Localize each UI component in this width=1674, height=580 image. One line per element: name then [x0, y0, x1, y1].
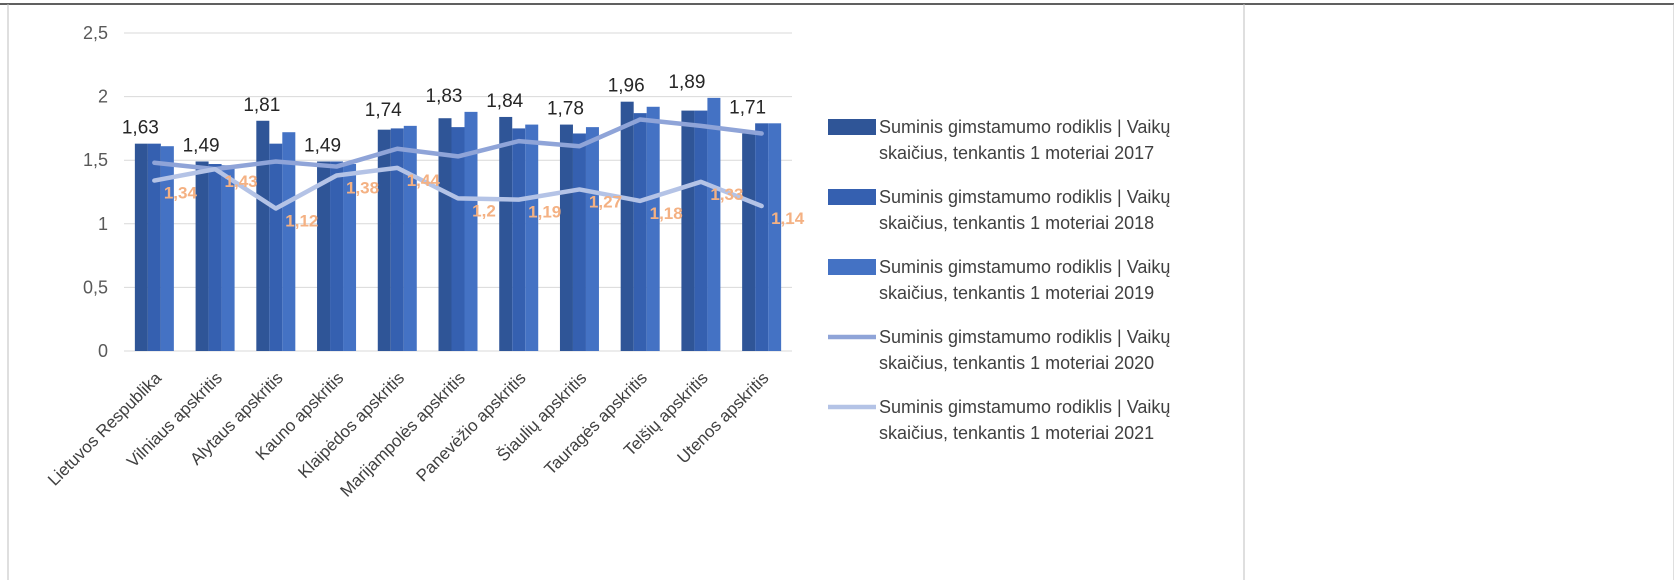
- line-data-label: 1,27: [589, 192, 622, 211]
- legend-label-line: skaičius, tenkantis 1 moteriai 2017: [879, 143, 1154, 163]
- bar-data-label: 1,78: [547, 99, 584, 120]
- bar: [559, 124, 573, 351]
- legend-label-line: Suminis gimstamumo rodiklis | Vaikų: [879, 257, 1170, 277]
- legend-label: Suminis gimstamumo rodiklis | Vaikų skaič…: [879, 257, 1170, 303]
- bar: [282, 132, 296, 351]
- line-data-label: 1,18: [650, 204, 683, 223]
- bar: [768, 123, 782, 351]
- line-data-label: 1,14: [771, 209, 805, 228]
- bar: [633, 113, 647, 351]
- bar: [377, 129, 391, 351]
- bar: [694, 110, 708, 351]
- y-axis-ticks: 0 0,5 1 1,5 2 2,5: [83, 23, 108, 361]
- line-data-label: 1,19: [528, 203, 561, 222]
- bar: [525, 124, 539, 351]
- bar: [343, 164, 357, 351]
- bar-data-label: 1,49: [304, 135, 341, 156]
- bar: [403, 125, 417, 351]
- x-category-label: Lietuvos Respublika: [44, 368, 165, 489]
- bar: [330, 161, 344, 351]
- y-tick-label: 0,5: [83, 277, 108, 297]
- bar: [256, 120, 270, 351]
- bar-series: [134, 97, 782, 352]
- x-category-label: Klaipėdos apskritis: [294, 368, 408, 482]
- bar: [755, 123, 769, 351]
- bar: [451, 127, 465, 352]
- line-data-label: 1,33: [710, 185, 743, 204]
- bar: [221, 165, 235, 351]
- line-series: [152, 117, 764, 211]
- legend-swatch: [828, 259, 876, 275]
- bar-data-label: 1,49: [183, 135, 220, 156]
- x-category-label: Tauragės apskritis: [541, 368, 651, 478]
- legend: Suminis gimstamumo rodiklis | Vaikų skaič…: [828, 117, 1170, 443]
- legend-label-line: skaičius, tenkantis 1 moteriai 2019: [879, 283, 1154, 303]
- bar: [585, 127, 599, 352]
- bar: [134, 143, 148, 351]
- legend-label-line: Suminis gimstamumo rodiklis | Vaikų: [879, 117, 1170, 137]
- line-data-label: 1,2: [472, 201, 496, 220]
- bar-data-label: 1,81: [243, 95, 280, 116]
- data-labels: 1,63 1,49 1,81 1,49 1,74 1,83 1,84 1,78 1,96 1,89…: [122, 72, 805, 231]
- line-data-label: 1,44: [407, 171, 441, 190]
- bar: [572, 133, 586, 351]
- bar: [269, 143, 283, 351]
- legend-swatch: [828, 189, 876, 205]
- series-line: [152, 117, 764, 172]
- legend-swatch: [828, 119, 876, 135]
- bar: [195, 161, 209, 351]
- bar: [512, 128, 526, 351]
- line-data-label: 1,43: [225, 172, 258, 191]
- x-category-label: Panevėžio apskritis: [413, 368, 530, 485]
- y-tick-label: 2: [98, 87, 108, 107]
- bar: [707, 97, 721, 351]
- bar: [681, 110, 695, 351]
- bar-data-label: 1,89: [668, 72, 705, 93]
- legend-label: Suminis gimstamumo rodiklis | Vaikų skaič…: [879, 397, 1170, 443]
- y-tick-label: 2,5: [83, 23, 108, 43]
- legend-label-line: Suminis gimstamumo rodiklis | Vaikų: [879, 187, 1170, 207]
- bar: [390, 128, 404, 351]
- legend-label-line: skaičius, tenkantis 1 moteriai 2021: [879, 423, 1154, 443]
- bar-data-label: 1,83: [426, 86, 463, 107]
- legend-label-line: skaičius, tenkantis 1 moteriai 2020: [879, 353, 1154, 373]
- legend-label-line: Suminis gimstamumo rodiklis | Vaikų: [879, 327, 1170, 347]
- y-tick-label: 1,5: [83, 150, 108, 170]
- series-line: [152, 165, 764, 211]
- bar-data-label: 1,96: [608, 76, 645, 97]
- bar-data-label: 1,74: [365, 100, 402, 121]
- bar: [499, 116, 513, 352]
- bar: [620, 101, 634, 351]
- legend-label: Suminis gimstamumo rodiklis | Vaikų skaič…: [879, 117, 1170, 163]
- bar-data-label: 1,63: [122, 118, 159, 139]
- bar: [438, 118, 452, 351]
- bar: [646, 106, 660, 351]
- y-tick-label: 1: [98, 214, 108, 234]
- bar: [208, 164, 222, 351]
- bar: [317, 161, 331, 351]
- line-data-label: 1,12: [285, 212, 318, 231]
- line-data-label: 1,34: [164, 184, 198, 203]
- legend-label-line: skaičius, tenkantis 1 moteriai 2018: [879, 213, 1154, 233]
- legend-label: Suminis gimstamumo rodiklis | Vaikų skaič…: [879, 327, 1170, 373]
- y-tick-label: 0: [98, 341, 108, 361]
- bar: [147, 143, 161, 351]
- bar: [160, 146, 174, 351]
- bar: [464, 111, 478, 351]
- bar: [742, 133, 756, 351]
- legend-label: Suminis gimstamumo rodiklis | Vaikų skaič…: [879, 187, 1170, 233]
- bar-data-label: 1,71: [729, 97, 766, 118]
- line-data-label: 1,38: [346, 178, 379, 197]
- bar-data-label: 1,84: [486, 91, 523, 112]
- legend-label-line: Suminis gimstamumo rodiklis | Vaikų: [879, 397, 1170, 417]
